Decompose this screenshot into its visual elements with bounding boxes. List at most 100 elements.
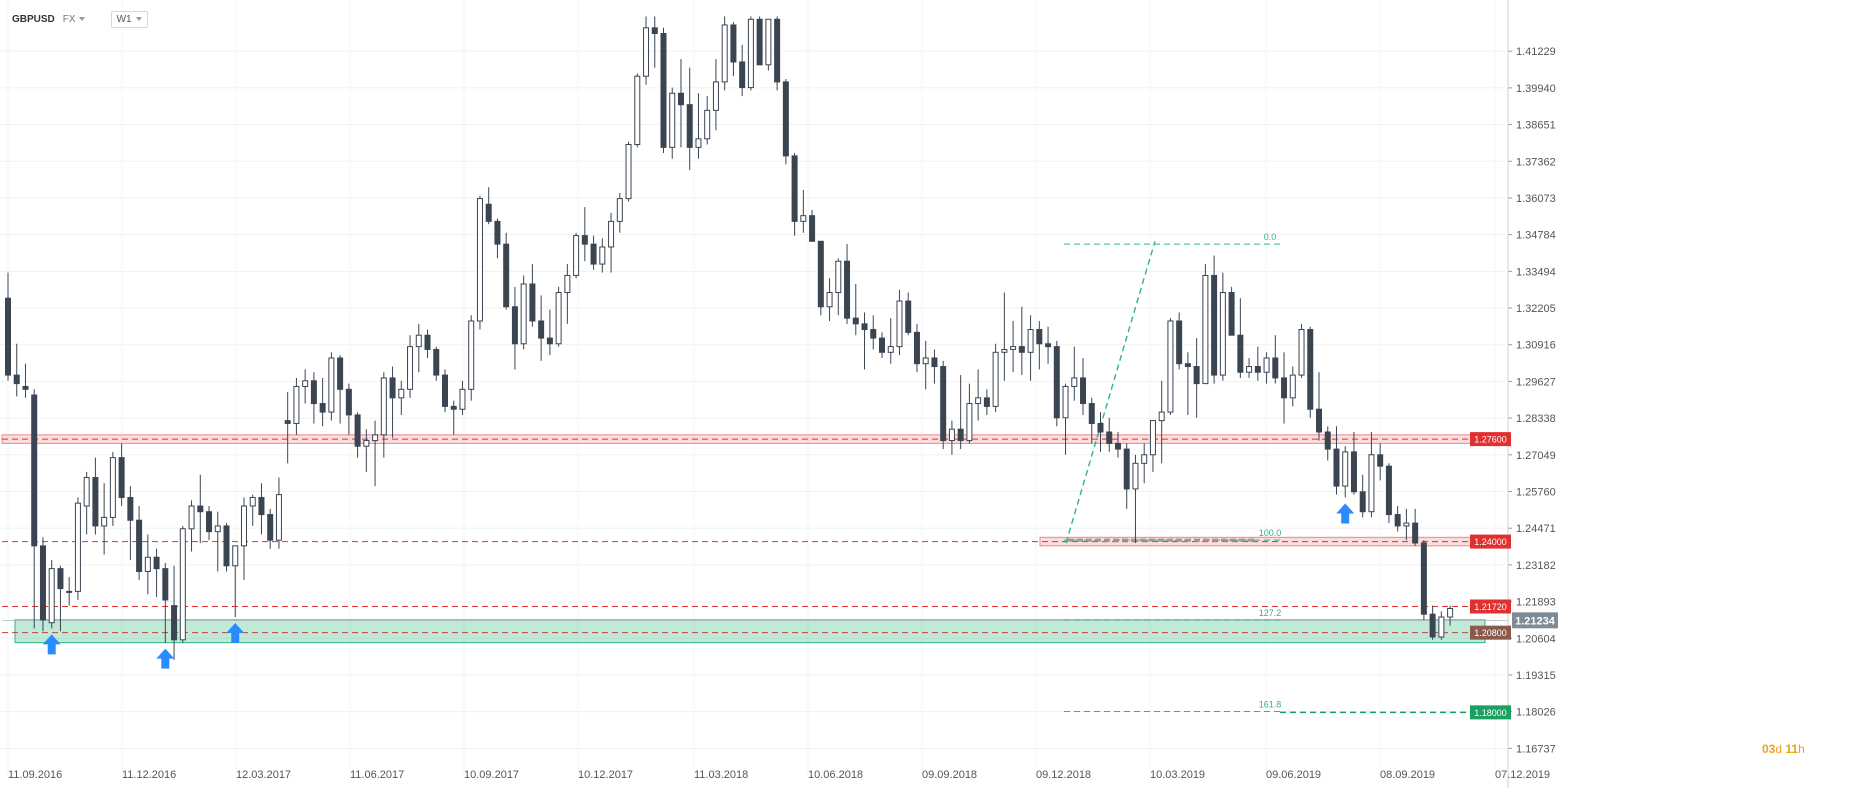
candle-body	[511, 306, 518, 345]
candle-body	[616, 198, 623, 222]
candle	[389, 366, 396, 438]
candle	[1001, 292, 1008, 381]
candle-body	[442, 374, 448, 407]
last-price-label: 1.21234	[1515, 615, 1556, 627]
candle	[669, 87, 676, 159]
up-arrow-icon	[156, 648, 175, 669]
candle	[1123, 443, 1130, 509]
candle	[879, 332, 885, 358]
candle-body	[66, 590, 73, 593]
x-tick-label: 11.06.2017	[350, 769, 404, 781]
candle-body	[1132, 462, 1139, 490]
candle-body	[1080, 377, 1087, 405]
y-tick-label: 1.20604	[1516, 633, 1556, 645]
candle	[57, 565, 64, 632]
candle-body	[1333, 448, 1340, 487]
candle-body	[1141, 454, 1148, 464]
candle-body	[206, 511, 213, 533]
candle-body	[896, 300, 903, 348]
candle-body	[485, 203, 492, 222]
x-tick-label: 11.09.2016	[8, 769, 62, 781]
symbol-label[interactable]: GBPUSD	[12, 13, 55, 25]
candle-body	[1202, 274, 1209, 385]
candle-body	[817, 240, 824, 308]
candle-body	[354, 414, 361, 447]
candle	[372, 420, 379, 487]
candle	[809, 209, 816, 242]
candle	[529, 264, 536, 327]
candle-body	[39, 545, 46, 621]
candle	[1149, 420, 1156, 472]
fib-label: 127.2	[1259, 608, 1282, 618]
candle	[765, 18, 772, 71]
candle	[1263, 352, 1270, 384]
candle	[686, 67, 693, 171]
candle	[1438, 611, 1445, 640]
candle-body	[852, 317, 859, 325]
candle-body	[1010, 346, 1017, 350]
candle-body	[1036, 329, 1043, 345]
candle-body	[677, 92, 684, 106]
candle	[1106, 417, 1113, 452]
candle	[1158, 380, 1165, 464]
candle-body	[337, 357, 344, 390]
x-tick-label: 11.12.2016	[122, 769, 176, 781]
candle-body	[1176, 320, 1183, 365]
candle	[1176, 312, 1183, 370]
candle-body	[1106, 431, 1113, 444]
candle-body	[1184, 363, 1191, 368]
candle	[896, 289, 903, 356]
candle-body	[74, 502, 81, 592]
candle-body	[476, 198, 483, 322]
candle-body	[1377, 454, 1384, 467]
candle-body	[686, 104, 693, 148]
market-selector[interactable]: FX	[63, 14, 85, 25]
candle-body	[1412, 522, 1419, 544]
level-tag	[1470, 432, 1511, 447]
candle	[442, 369, 448, 413]
candle	[302, 369, 309, 404]
candle	[127, 486, 134, 561]
candle	[188, 500, 195, 552]
candle	[1202, 264, 1209, 385]
x-tick-label: 09.12.2018	[1036, 769, 1091, 781]
candle	[835, 258, 842, 316]
level-tag	[1470, 705, 1511, 720]
candle	[1193, 338, 1200, 418]
timeframe-selector[interactable]: W1	[110, 10, 148, 28]
x-tick-label: 10.09.2017	[464, 769, 519, 781]
candle	[74, 497, 81, 600]
candle	[695, 93, 702, 159]
candle	[1211, 255, 1218, 384]
level-tags: 1.27600 1.24000 1.21720 1.20800 1.18000 1.212…	[1470, 432, 1558, 720]
candle	[5, 272, 11, 381]
candle-body	[1420, 542, 1427, 615]
candle-body	[459, 388, 466, 410]
candle-body	[1298, 329, 1305, 376]
x-tick-label: 10.06.2018	[808, 769, 863, 781]
candle-body	[660, 33, 667, 148]
candle	[774, 16, 781, 91]
candle	[118, 443, 125, 507]
candle-body	[284, 420, 291, 424]
candle-body	[109, 457, 116, 518]
candle-body	[240, 505, 247, 547]
candle-body	[712, 81, 719, 111]
up-arrow-icon	[226, 623, 245, 644]
candle	[922, 340, 929, 390]
candle-body	[232, 545, 239, 567]
candle-body	[363, 440, 370, 447]
candle	[940, 360, 947, 450]
candle	[844, 244, 851, 324]
candle	[485, 187, 492, 225]
candle	[1394, 506, 1401, 532]
chart-grid	[0, 0, 1505, 775]
candle	[983, 389, 990, 415]
candle	[975, 369, 982, 421]
candle-body	[1053, 346, 1060, 419]
candle	[450, 400, 457, 435]
candle-body	[249, 496, 256, 507]
candle-body	[372, 434, 379, 442]
candle	[337, 355, 344, 424]
